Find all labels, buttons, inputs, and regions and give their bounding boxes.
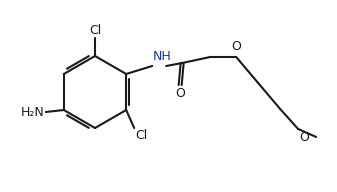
Text: Cl: Cl (89, 24, 101, 37)
Text: O: O (231, 40, 241, 53)
Text: O: O (175, 87, 185, 100)
Text: O: O (299, 131, 309, 144)
Text: H₂N: H₂N (21, 105, 45, 118)
Text: NH: NH (153, 50, 172, 63)
Text: Cl: Cl (135, 129, 147, 142)
